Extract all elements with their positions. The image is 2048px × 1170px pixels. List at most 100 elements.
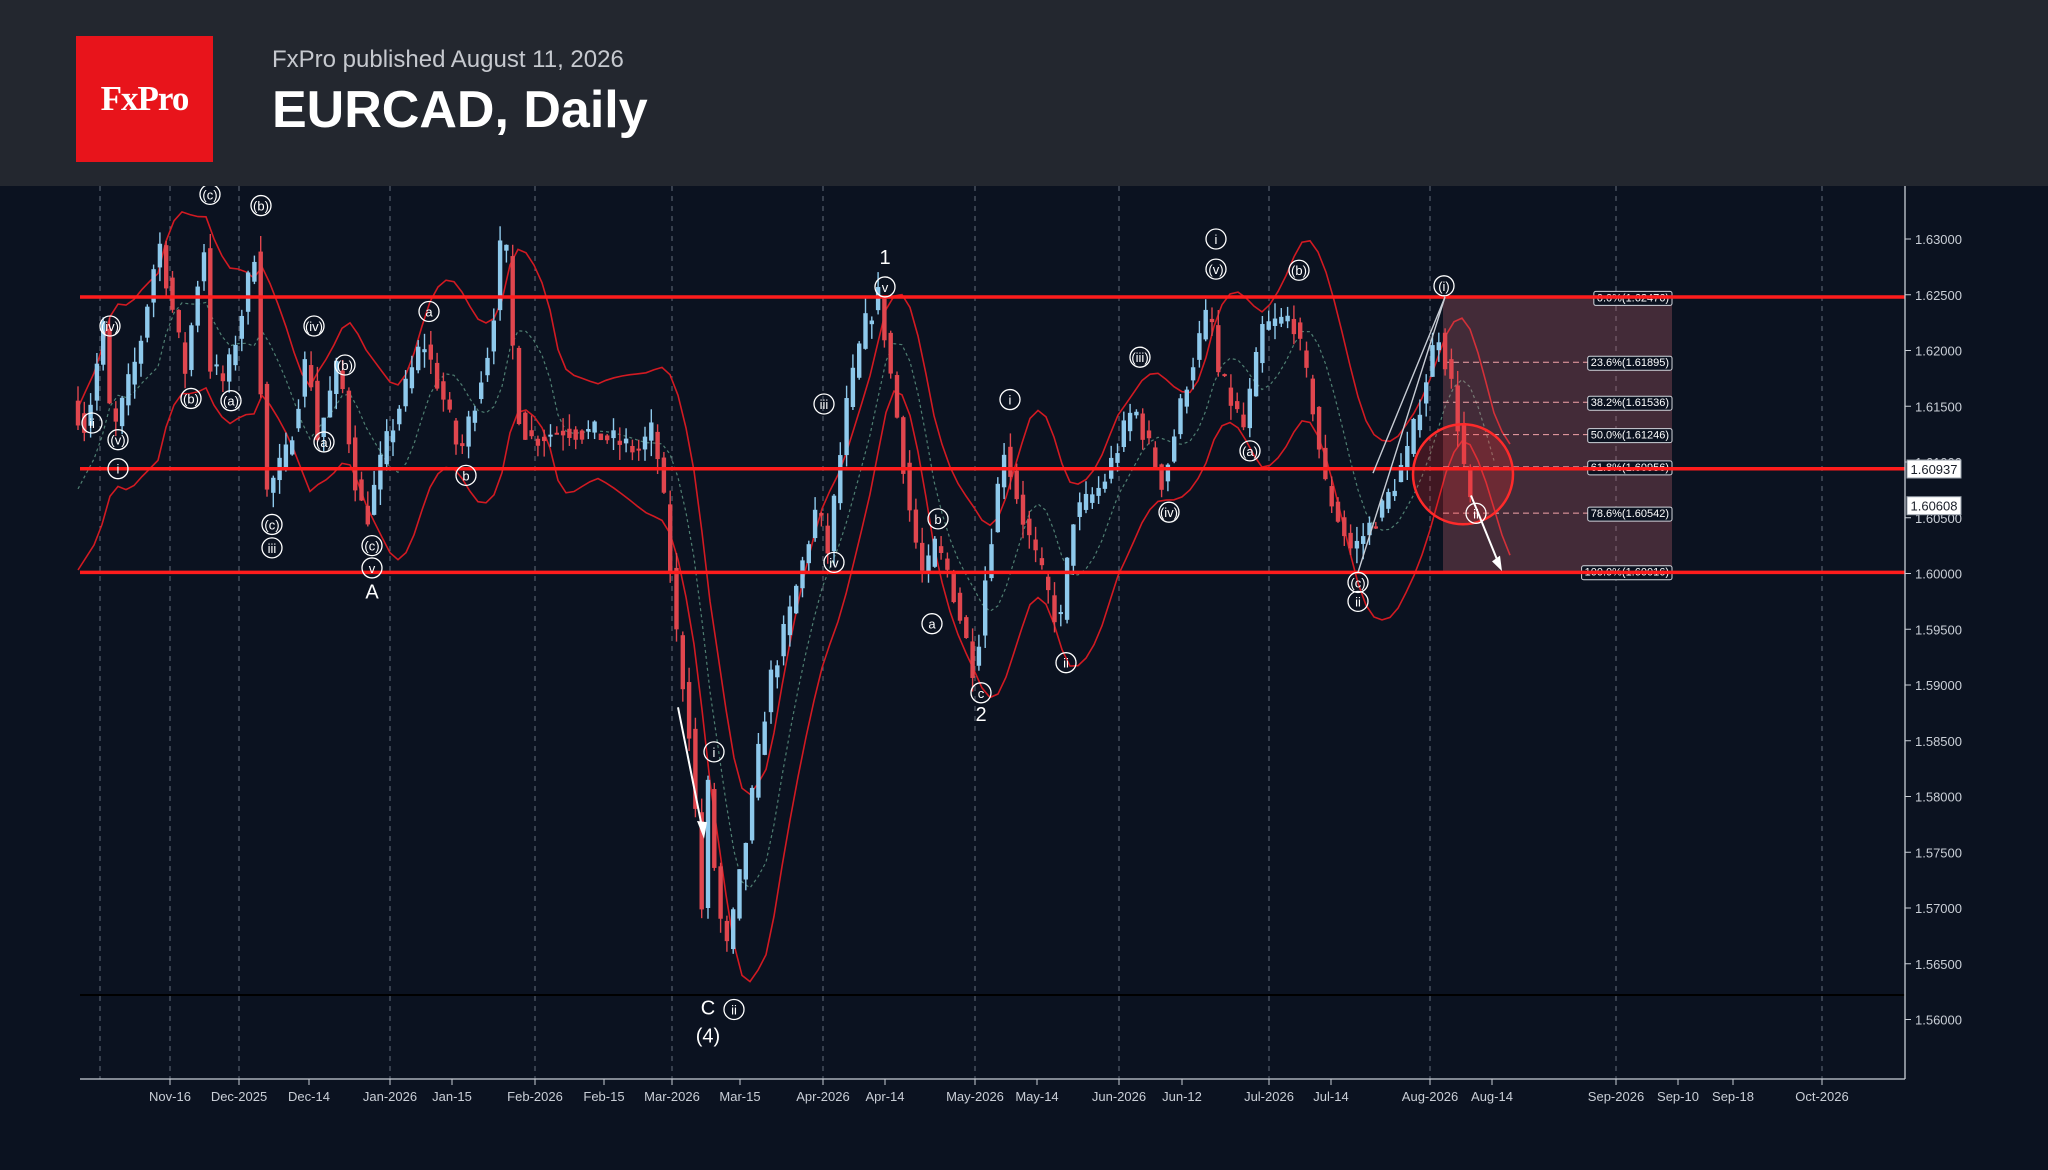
- forecast-arrow: [1470, 495, 1501, 568]
- wave-label: iii: [820, 397, 829, 412]
- candle-body: [888, 332, 893, 374]
- candle-body: [586, 428, 591, 432]
- x-tick-label: Feb-2026: [507, 1089, 563, 1104]
- decline-arrowhead: [697, 821, 707, 839]
- candle-body: [1209, 318, 1215, 323]
- y-tick-label: 1.58500: [1915, 734, 1962, 749]
- candle-body: [359, 479, 364, 501]
- candle-body: [983, 580, 988, 636]
- fib-label: 23.6%(1.61895): [1591, 357, 1669, 369]
- logo-text: FxPro: [100, 79, 190, 118]
- candle-body: [1323, 447, 1328, 480]
- candle-body: [453, 420, 459, 445]
- candle-body: [1348, 532, 1353, 549]
- candle-body: [1260, 324, 1265, 364]
- candle-body: [1127, 412, 1133, 432]
- wave-label: (c): [1350, 575, 1365, 590]
- wave-label-ring: [1347, 590, 1369, 613]
- wave-label: (4): [696, 1025, 720, 1047]
- wave-label-ring: [334, 354, 356, 376]
- x-tick-label: Aug-2026: [1402, 1089, 1458, 1104]
- candle-body: [542, 436, 547, 442]
- middle-band: [77, 301, 1495, 889]
- candle-body: [164, 245, 169, 289]
- wave-label: (c): [364, 539, 379, 554]
- candle-body: [1146, 430, 1152, 439]
- candle-body: [976, 646, 982, 666]
- candle-body: [1310, 378, 1315, 415]
- candle-body: [1235, 401, 1240, 410]
- candle-body: [1272, 318, 1278, 326]
- wave-label-ring: [261, 513, 283, 536]
- wave-label-ring: [99, 315, 121, 337]
- candle-body: [283, 444, 289, 468]
- candle-body: [1468, 466, 1473, 498]
- candle-body: [579, 430, 585, 440]
- candle-body: [94, 363, 100, 401]
- annotations: [677, 296, 1515, 839]
- candle-body: [812, 509, 818, 539]
- candle-body: [844, 398, 849, 456]
- x-tick-label: Sep-2026: [1588, 1089, 1644, 1104]
- candle-body: [182, 342, 188, 374]
- candle-body: [1071, 524, 1076, 566]
- candle-body: [1316, 406, 1322, 450]
- candle-body: [850, 367, 856, 408]
- wave-label: (b): [253, 199, 269, 214]
- x-tick-label: Aug-14: [1471, 1089, 1513, 1104]
- candle-body: [497, 240, 503, 311]
- candle-body: [573, 429, 578, 440]
- candle-body: [819, 512, 824, 516]
- page-title: EURCAD, Daily: [272, 81, 648, 139]
- y-tick-label: 1.56000: [1915, 1013, 1962, 1028]
- wave-label-ring: [1465, 502, 1487, 524]
- candle-body: [1279, 316, 1284, 324]
- candle-body: [208, 248, 213, 372]
- upper-band: [77, 210, 1511, 796]
- candle-body: [189, 325, 194, 370]
- candle-body: [1285, 315, 1290, 322]
- x-tick-label: Jul-14: [1313, 1089, 1348, 1104]
- candle-body: [258, 251, 263, 395]
- candle-body: [668, 504, 673, 572]
- candle-body: [201, 252, 207, 282]
- wave-label-ring: [1055, 652, 1077, 674]
- candle-body: [302, 359, 307, 397]
- candle-body: [598, 433, 604, 441]
- candle-body: [623, 438, 629, 444]
- candle-body: [989, 544, 994, 579]
- candle-body: [857, 343, 862, 378]
- candle-body: [126, 374, 131, 406]
- candle-body: [245, 272, 251, 312]
- candle-body: [718, 866, 723, 919]
- candle-body: [1329, 486, 1334, 507]
- candle-body: [926, 555, 931, 574]
- wave-label: (b): [183, 391, 199, 406]
- decline-arrow: [677, 707, 704, 833]
- candle-body: [466, 416, 471, 447]
- candle-body: [1266, 321, 1271, 330]
- wave-label-ring: [220, 390, 242, 412]
- wave-label-ring: [250, 194, 272, 217]
- wave-label-ring: [361, 557, 383, 579]
- candle-body: [264, 383, 270, 490]
- x-tick-label: Sep-10: [1657, 1089, 1699, 1104]
- wave-label: ii: [89, 416, 95, 431]
- target-circle: [1411, 423, 1515, 526]
- candle-body: [170, 277, 175, 310]
- candle-body: [1140, 413, 1145, 440]
- candle-body: [1241, 414, 1246, 428]
- wave-label-ring: [1129, 346, 1151, 368]
- candle-body: [592, 421, 597, 433]
- y-tick-label: 1.59000: [1915, 678, 1962, 693]
- wave-label-ring: [823, 551, 845, 574]
- candle-body: [957, 592, 963, 621]
- candle-body: [775, 665, 780, 678]
- candle-body: [460, 443, 465, 447]
- candle-body: [1058, 612, 1063, 615]
- y-tick-label: 1.58000: [1915, 790, 1962, 805]
- wave-label-ring: [1205, 228, 1227, 250]
- candle-body: [630, 445, 635, 453]
- x-tick-label: May-14: [1015, 1089, 1058, 1104]
- y-tick-label: 1.62000: [1915, 344, 1962, 359]
